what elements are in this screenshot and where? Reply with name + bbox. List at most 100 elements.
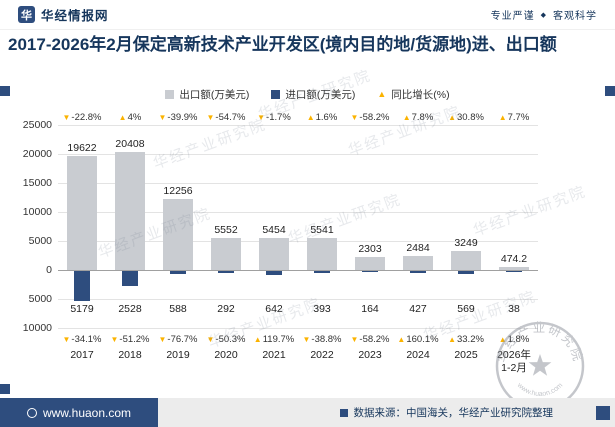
y-tick-label: 5000 (28, 235, 52, 247)
data-source-text: 数据来源：中国海关，华经产业研究院整理 (353, 407, 554, 419)
triangle-down-icon: ▼ (206, 335, 215, 344)
import-growth-row: ▼-34.1% ▼-51.2% ▼-76.7% ▼-50.3% ▲119.7% ▼-38.… (58, 333, 538, 347)
export-value-label: 12256 (163, 185, 193, 197)
x-axis-label: 2024 (406, 349, 430, 361)
export-bar (403, 256, 433, 270)
gridline (58, 183, 538, 184)
chart-title: 2017-2026年2月保定高新技术产业开发区(境内目的地/货源地)进、出口额 (8, 35, 557, 54)
import-value-label: 5179 (70, 303, 94, 315)
export-value-label: 19622 (67, 142, 97, 154)
y-tick-label: 15000 (22, 177, 52, 189)
triangle-up-icon: ▲ (498, 113, 507, 122)
y-tick-label: 5000 (28, 293, 52, 305)
legend-label: 进口额(万美元) (285, 88, 356, 101)
stamp-svg: 华经产业研究院 www.huaon.com (494, 321, 585, 411)
export-bar (259, 238, 289, 270)
triangle-up-icon: ▲ (448, 113, 456, 122)
legend-label: 同比增长(%) (391, 88, 450, 101)
export-growth-label: ▲7.8% (402, 112, 434, 123)
legend-label: 出口额(万美元) (179, 88, 250, 101)
triangle-down-icon: ▼ (257, 113, 266, 122)
x-axis-label: 2017 (70, 349, 94, 361)
y-tick-label: 20000 (22, 148, 52, 160)
export-bar (211, 238, 241, 270)
export-value-label: 5552 (214, 224, 238, 236)
export-bar (307, 238, 337, 270)
y-tick-label: 25000 (22, 119, 52, 131)
import-value-label: 2528 (118, 303, 142, 315)
legend-swatch-icon (271, 89, 281, 99)
import-bar (266, 271, 282, 275)
gridline (58, 212, 538, 213)
import-bar (170, 271, 186, 274)
export-growth-label: ▼-54.7% (206, 112, 246, 123)
svg-text:www.huaon.com: www.huaon.com (515, 381, 564, 398)
brand-logo-icon: 华 (18, 6, 35, 23)
import-growth-label: ▼-51.2% (110, 334, 150, 345)
export-bar (355, 257, 385, 270)
export-growth-label: ▼-58.2% (350, 112, 390, 123)
legend-item: 进口额(万美元) (271, 87, 355, 102)
import-bar (122, 271, 138, 286)
export-value-label: 5541 (310, 224, 334, 236)
edge-accent-left (0, 86, 10, 96)
gridline (58, 299, 538, 300)
import-value-label: 588 (169, 303, 187, 315)
export-bar (451, 251, 481, 270)
legend-swatch-icon (165, 89, 175, 99)
export-growth-row: ▼-22.8% ▲4% ▼-39.9% ▼-54.7% ▼-1.7% ▲1.6% ▼-58.… (58, 111, 538, 125)
legend-triangle-icon: ▲ (377, 88, 387, 99)
diamond-icon: ◆ (540, 11, 547, 19)
import-growth-label: ▲160.1% (397, 334, 439, 345)
import-bar (506, 271, 522, 272)
triangle-up-icon: ▲ (118, 113, 127, 122)
export-value-label: 2484 (406, 242, 430, 254)
slogan-left: 专业严谨 (490, 11, 535, 22)
export-value-label: 3249 (454, 237, 478, 249)
triangle-down-icon: ▼ (62, 113, 71, 122)
x-axis-label: 2025 (454, 349, 478, 361)
triangle-down-icon: ▼ (62, 335, 71, 344)
import-growth-label: ▼-34.1% (62, 334, 102, 345)
import-growth-label: ▼-38.8% (302, 334, 342, 345)
triangle-down-icon: ▼ (350, 335, 359, 344)
import-value-label: 642 (265, 303, 283, 315)
x-axis: 2017 2018 2019 2020 2021 2022 2023 2024 2025 2026… (58, 349, 538, 374)
import-value-label: 292 (217, 303, 235, 315)
import-value-label: 569 (457, 303, 475, 315)
edge-accent-right (605, 86, 615, 96)
brand[interactable]: 华 华经情报网 (18, 5, 109, 24)
plot-area: 19622 20408 12256 5552 5454 5541 2303 2484 3249 4… (58, 125, 538, 329)
x-axis-label: 2019 (166, 349, 190, 361)
triangle-up-icon: ▲ (402, 113, 411, 122)
x-axis-label: 2026年 1-2月 (497, 349, 531, 374)
legend: 出口额(万美元) 进口额(万美元) ▲ 同比增长(%) (0, 87, 615, 101)
star-icon (528, 354, 552, 376)
export-bar (115, 152, 145, 270)
import-value-label: 164 (361, 303, 379, 315)
gridline (58, 241, 538, 242)
import-bar (218, 271, 234, 273)
triangle-down-icon: ▼ (158, 113, 167, 122)
legend-item: ▲ 同比增长(%) (377, 87, 449, 102)
triangle-down-icon: ▼ (350, 113, 359, 122)
triangle-down-icon: ▼ (110, 335, 119, 344)
export-bar (67, 156, 97, 270)
header-slogan: 专业严谨 ◆ 客观科学 (491, 7, 597, 22)
site-url[interactable]: www.huaon.com (0, 398, 158, 427)
triangle-down-icon: ▼ (302, 335, 311, 344)
y-axis: 25000 20000 15000 10000 5000 0 5000 10000 (8, 119, 52, 334)
export-value-label: 5454 (262, 224, 286, 236)
import-bar (458, 271, 474, 274)
x-axis-label: 2020 (214, 349, 238, 361)
edge-accent-bottom-left (0, 384, 10, 394)
square-bullet-icon (339, 408, 348, 417)
import-growth-label: ▼-50.3% (206, 334, 246, 345)
brand-name: 华经情报网 (41, 9, 109, 23)
import-value-label: 427 (409, 303, 427, 315)
import-bar (410, 271, 426, 273)
legend-item: 出口额(万美元) (165, 87, 249, 102)
import-growth-label: ▲33.2% (448, 334, 484, 345)
triangle-up-icon: ▲ (253, 335, 262, 344)
